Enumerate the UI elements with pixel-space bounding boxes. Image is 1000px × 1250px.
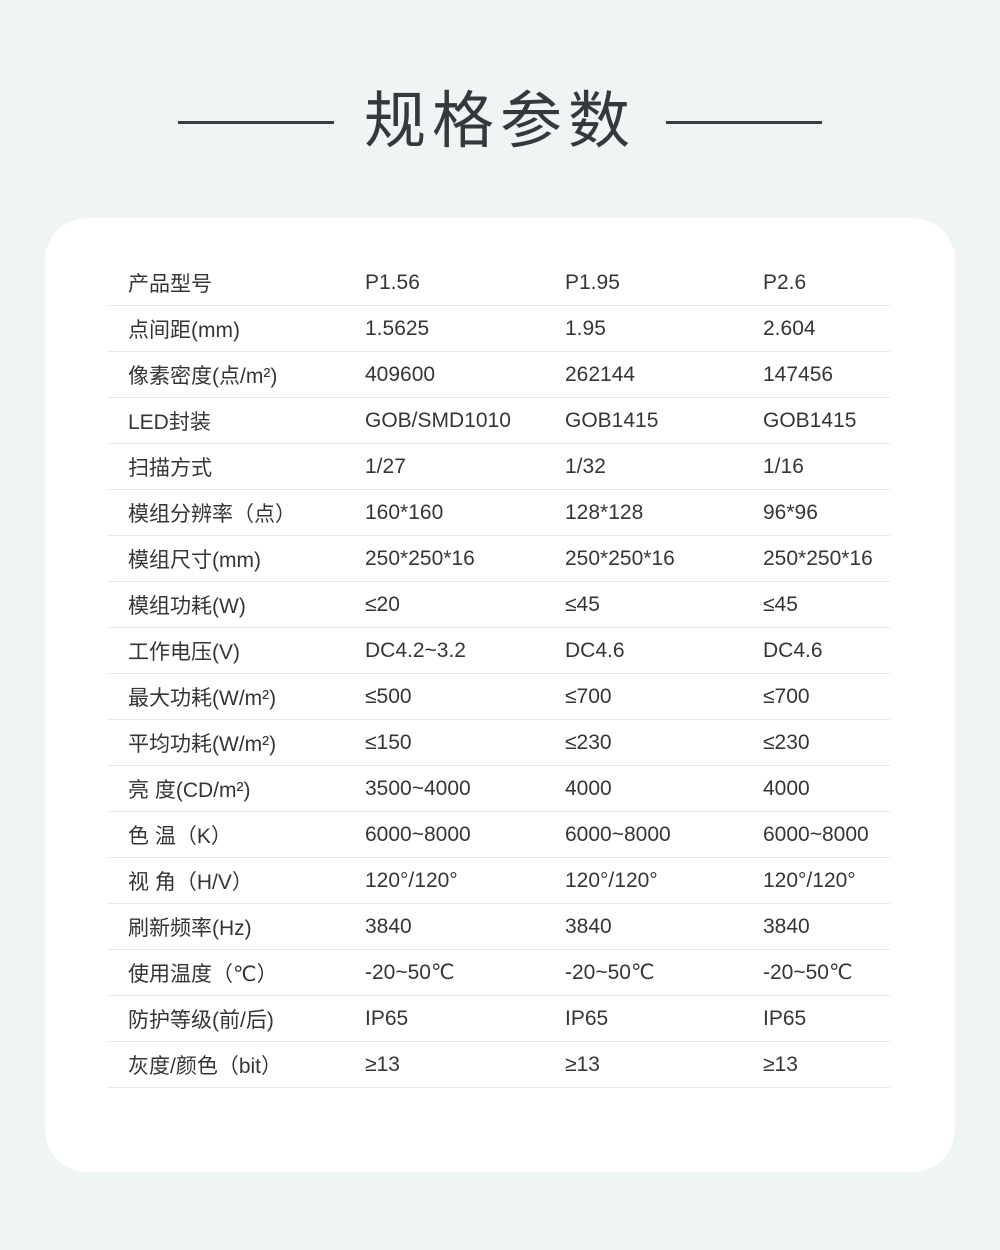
spec-value-cell: 250*250*16	[763, 546, 873, 570]
spec-label-cell: 像素密度(点/m²)	[128, 364, 278, 388]
table-row: 模组分辨率（点） 160*160 128*128 96*96	[108, 490, 890, 536]
spec-value-cell: ≤20	[365, 592, 400, 616]
spec-value-cell: GOB1415	[565, 408, 659, 432]
spec-label-cell: 最大功耗(W/m²)	[128, 686, 277, 710]
spec-value-cell: 1.5625	[365, 316, 430, 340]
spec-value-cell: ≤700	[763, 684, 810, 708]
table-row: 模组功耗(W) ≤20 ≤45 ≤45	[108, 582, 890, 628]
spec-label-cell: 防护等级(前/后)	[128, 1008, 274, 1032]
table-row: 灰度/颜色（bit） ≥13 ≥13 ≥13	[108, 1042, 890, 1088]
title-decor-line-left	[177, 120, 334, 124]
spec-value-cell: 120°/120°	[763, 868, 856, 892]
spec-label-cell: LED封装	[128, 410, 211, 434]
spec-value-cell: IP65	[763, 1006, 807, 1030]
spec-value-cell: 6000~8000	[763, 822, 869, 846]
spec-value-cell: 4000	[763, 776, 810, 800]
spec-label-cell: 使用温度（℃）	[128, 962, 278, 986]
table-row: 扫描方式 1/27 1/32 1/16	[108, 444, 890, 490]
spec-value-cell: 409600	[365, 362, 436, 386]
table-row: 点间距(mm) 1.5625 1.95 2.604	[108, 306, 890, 352]
spec-value-cell: 3500~4000	[365, 776, 471, 800]
table-row: 产品型号 P1.56 P1.95 P2.6	[108, 260, 890, 306]
table-row: 亮 度(CD/m²) 3500~4000 4000 4000	[108, 766, 890, 812]
table-row: 模组尺寸(mm) 250*250*16 250*250*16 250*250*1…	[108, 536, 890, 582]
spec-value-cell: 1.95	[565, 316, 606, 340]
spec-label-cell: 色 温（K）	[128, 824, 232, 848]
spec-value-cell: 4000	[565, 776, 612, 800]
spec-label-cell: 模组分辨率（点）	[128, 502, 296, 526]
spec-label-cell: 视 角（H/V）	[128, 870, 253, 894]
page-title: 规格参数	[363, 87, 636, 156]
spec-value-cell: -20~50℃	[763, 961, 853, 984]
spec-label-cell: 模组功耗(W)	[128, 594, 246, 618]
section-header: 规格参数	[0, 87, 1000, 156]
spec-value-cell: ≥13	[763, 1052, 798, 1076]
spec-value-cell: 160*160	[365, 500, 444, 524]
spec-value-cell: P2.6	[763, 270, 807, 294]
spec-value-cell: 262144	[565, 362, 636, 386]
spec-value-cell: ≥13	[365, 1052, 400, 1076]
spec-value-cell: ≤45	[763, 592, 798, 616]
spec-label-cell: 扫描方式	[128, 456, 212, 480]
spec-value-cell: 2.604	[763, 316, 816, 340]
spec-value-cell: DC4.6	[565, 638, 625, 662]
spec-value-cell: ≥13	[565, 1052, 600, 1076]
spec-label-cell: 点间距(mm)	[128, 318, 240, 342]
spec-value-cell: 96*96	[763, 500, 818, 524]
spec-value-cell: 147456	[763, 362, 834, 386]
spec-label-cell: 刷新频率(Hz)	[128, 916, 252, 940]
table-row: 工作电压(V) DC4.2~3.2 DC4.6 DC4.6	[108, 628, 890, 674]
spec-value-cell: GOB/SMD1010	[365, 408, 511, 432]
table-row: 视 角（H/V） 120°/120° 120°/120° 120°/120°	[108, 858, 890, 904]
spec-value-cell: ≤150	[365, 730, 412, 754]
spec-value-cell: -20~50℃	[565, 961, 655, 984]
spec-value-cell: P1.56	[365, 270, 420, 294]
table-row: 使用温度（℃） -20~50℃ -20~50℃ -20~50℃	[108, 950, 890, 996]
spec-table: 产品型号 P1.56 P1.95 P2.6 点间距(mm) 1.5625 1.9…	[108, 260, 890, 1088]
spec-label-cell: 灰度/颜色（bit）	[128, 1054, 283, 1078]
spec-value-cell: 3840	[365, 914, 412, 938]
spec-value-cell: 128*128	[565, 500, 644, 524]
spec-value-cell: ≤700	[565, 684, 612, 708]
spec-label-cell: 亮 度(CD/m²)	[128, 778, 251, 802]
spec-value-cell: 6000~8000	[365, 822, 471, 846]
spec-value-cell: IP65	[365, 1006, 409, 1030]
spec-value-cell: 3840	[565, 914, 612, 938]
table-row: 刷新频率(Hz) 3840 3840 3840	[108, 904, 890, 950]
spec-value-cell: 120°/120°	[565, 868, 658, 892]
table-row: 平均功耗(W/m²) ≤150 ≤230 ≤230	[108, 720, 890, 766]
table-row: 色 温（K） 6000~8000 6000~8000 6000~8000	[108, 812, 890, 858]
spec-value-cell: DC4.6	[763, 638, 823, 662]
spec-value-cell: DC4.2~3.2	[365, 638, 466, 662]
spec-value-cell: 1/16	[763, 454, 804, 478]
spec-value-cell: 120°/120°	[365, 868, 458, 892]
spec-label-cell: 产品型号	[128, 272, 212, 296]
table-row: 像素密度(点/m²) 409600 262144 147456	[108, 352, 890, 398]
spec-value-cell: ≤230	[763, 730, 810, 754]
spec-value-cell: 6000~8000	[565, 822, 671, 846]
spec-label-cell: 模组尺寸(mm)	[128, 548, 261, 572]
spec-label-cell: 工作电压(V)	[128, 640, 240, 664]
table-row: LED封装 GOB/SMD1010 GOB1415 GOB1415	[108, 398, 890, 444]
spec-value-cell: -20~50℃	[365, 961, 455, 984]
spec-card: 产品型号 P1.56 P1.95 P2.6 点间距(mm) 1.5625 1.9…	[45, 218, 955, 1172]
spec-value-cell: IP65	[565, 1006, 609, 1030]
spec-value-cell: ≤230	[565, 730, 612, 754]
spec-value-cell: 1/32	[565, 454, 606, 478]
title-decor-line-right	[666, 120, 822, 124]
table-row: 防护等级(前/后) IP65 IP65 IP65	[108, 996, 890, 1042]
spec-value-cell: 1/27	[365, 454, 406, 478]
table-row: 最大功耗(W/m²) ≤500 ≤700 ≤700	[108, 674, 890, 720]
spec-value-cell: ≤500	[365, 684, 412, 708]
spec-value-cell: 250*250*16	[365, 546, 475, 570]
spec-value-cell: ≤45	[565, 592, 600, 616]
spec-value-cell: P1.95	[565, 270, 620, 294]
spec-value-cell: 250*250*16	[565, 546, 675, 570]
spec-label-cell: 平均功耗(W/m²)	[128, 732, 277, 756]
spec-value-cell: GOB1415	[763, 408, 857, 432]
spec-value-cell: 3840	[763, 914, 810, 938]
